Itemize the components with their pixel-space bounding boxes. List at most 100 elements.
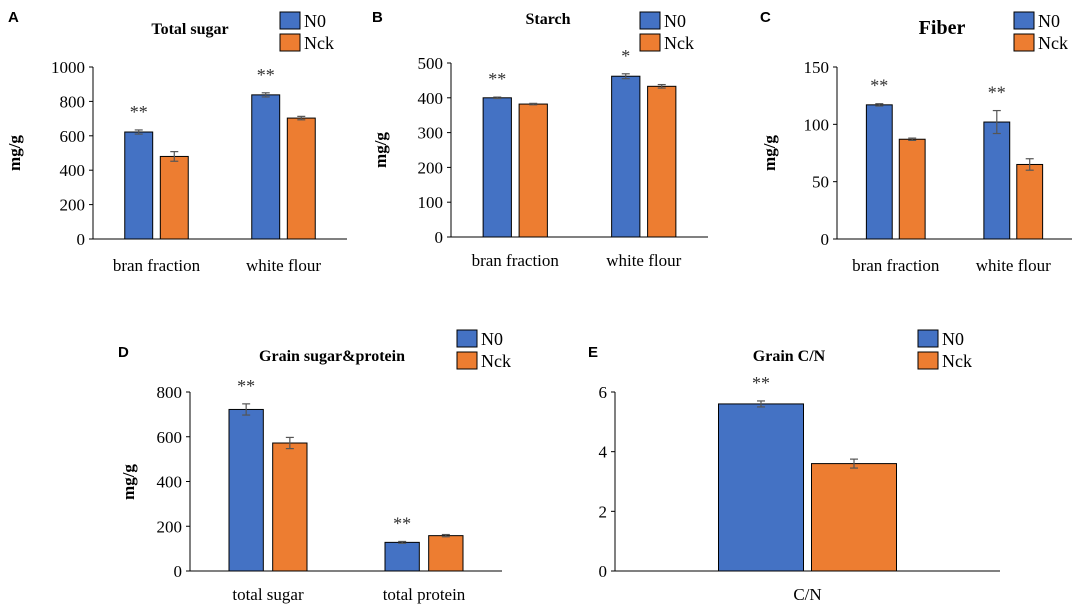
x-category-label: bran fraction bbox=[113, 256, 201, 275]
bar-n0 bbox=[228, 408, 264, 572]
bar-n0 bbox=[384, 541, 420, 572]
chart-panel-d: D Grain sugar&protein mg/g 0 200 400 600 800 tot… bbox=[118, 329, 511, 604]
bar-nck bbox=[518, 103, 548, 238]
error-bar bbox=[398, 540, 407, 544]
y-axis-label: mg/g bbox=[760, 135, 779, 171]
chart-title: Grain C/N bbox=[753, 348, 826, 365]
panel-label: B bbox=[372, 9, 383, 26]
error-bar bbox=[850, 458, 858, 469]
significance-annotation: ** bbox=[237, 376, 255, 396]
legend-swatch-n0 bbox=[1013, 11, 1035, 30]
legend-swatch-nck bbox=[639, 33, 661, 52]
bar-nck bbox=[647, 85, 677, 238]
bar-n0 bbox=[251, 94, 281, 240]
bar-nck bbox=[272, 442, 308, 572]
y-tick-label: 0 bbox=[174, 562, 183, 581]
y-tick-label: 50 bbox=[812, 173, 829, 192]
y-tick-label: 600 bbox=[60, 127, 86, 146]
chart-panel-c: C Fiber mg/g 0 50 100 150 bran fraction white fl… bbox=[760, 9, 1072, 275]
chart-title: Starch bbox=[525, 11, 570, 28]
error-bar bbox=[1025, 158, 1034, 171]
legend-swatch-n0 bbox=[456, 329, 478, 348]
bar-nck bbox=[159, 155, 189, 240]
y-tick-label: 200 bbox=[418, 158, 444, 177]
y-tick-label: 800 bbox=[60, 92, 86, 111]
chart-title: Grain sugar&protein bbox=[259, 348, 405, 365]
bar-n0 bbox=[983, 121, 1011, 240]
error-bar bbox=[992, 109, 1001, 135]
y-tick-label: 1000 bbox=[51, 58, 85, 77]
significance-annotation: ** bbox=[752, 373, 770, 393]
y-tick-label: 200 bbox=[60, 196, 86, 215]
legend-label: Nck bbox=[481, 351, 511, 371]
panel-label: E bbox=[588, 344, 598, 361]
error-bar bbox=[493, 96, 502, 100]
x-category-label: bran fraction bbox=[852, 256, 940, 275]
y-tick-label: 500 bbox=[418, 54, 444, 73]
x-category-label: white flour bbox=[246, 256, 321, 275]
legend-label: N0 bbox=[664, 11, 686, 31]
bar-nck bbox=[428, 535, 464, 572]
panel-label: A bbox=[8, 9, 19, 26]
error-bar bbox=[757, 400, 765, 408]
legend-label: Nck bbox=[664, 33, 694, 53]
error-bar bbox=[908, 137, 917, 141]
error-bar bbox=[657, 83, 666, 89]
significance-annotation: ** bbox=[393, 513, 411, 533]
x-category-label: bran fraction bbox=[472, 251, 560, 270]
legend-label: Nck bbox=[942, 351, 972, 371]
error-bar bbox=[261, 92, 270, 98]
bar-n0 bbox=[865, 104, 893, 240]
bar-nck bbox=[1016, 163, 1044, 240]
bar-nck bbox=[898, 138, 926, 240]
legend-label: Nck bbox=[1038, 33, 1068, 53]
error-bar bbox=[297, 115, 306, 121]
x-category-label: total protein bbox=[383, 585, 466, 604]
error-bar bbox=[441, 533, 450, 538]
y-tick-label: 400 bbox=[157, 473, 183, 492]
significance-annotation: * bbox=[621, 46, 630, 66]
y-axis-label: mg/g bbox=[371, 132, 390, 168]
y-tick-label: 100 bbox=[418, 193, 444, 212]
panel-label: C bbox=[760, 9, 771, 26]
significance-annotation: ** bbox=[488, 69, 506, 89]
bar-n0 bbox=[718, 403, 804, 572]
legend-swatch-nck bbox=[917, 351, 939, 370]
legend-label: Nck bbox=[304, 33, 334, 53]
y-tick-label: 4 bbox=[599, 443, 608, 462]
y-tick-label: 200 bbox=[157, 517, 183, 536]
y-tick-label: 400 bbox=[418, 89, 444, 108]
legend-label: N0 bbox=[481, 329, 503, 349]
bar-nck bbox=[286, 117, 316, 240]
y-tick-label: 600 bbox=[157, 428, 183, 447]
legend-swatch-nck bbox=[456, 351, 478, 370]
legend-swatch-n0 bbox=[639, 11, 661, 30]
y-tick-label: 0 bbox=[77, 230, 86, 249]
y-tick-label: 100 bbox=[804, 115, 830, 134]
error-bar bbox=[621, 73, 630, 80]
y-tick-label: 2 bbox=[599, 502, 608, 521]
error-bar bbox=[875, 103, 884, 107]
legend-label: N0 bbox=[304, 11, 326, 31]
significance-annotation: ** bbox=[988, 83, 1006, 103]
y-tick-label: 6 bbox=[599, 383, 608, 402]
y-tick-label: 400 bbox=[60, 161, 86, 180]
chart-title: Total sugar bbox=[151, 21, 228, 38]
y-axis-label: mg/g bbox=[119, 464, 138, 500]
panel-label: D bbox=[118, 344, 129, 361]
error-bar bbox=[170, 151, 179, 162]
chart-title: Fiber bbox=[919, 17, 966, 39]
legend-swatch-nck bbox=[279, 33, 301, 52]
significance-annotation: ** bbox=[130, 102, 148, 122]
y-tick-label: 150 bbox=[804, 58, 830, 77]
y-tick-label: 0 bbox=[435, 228, 444, 247]
significance-annotation: ** bbox=[257, 65, 275, 85]
legend-swatch-n0 bbox=[279, 11, 301, 30]
error-bar bbox=[529, 102, 538, 106]
y-tick-label: 800 bbox=[157, 383, 183, 402]
x-category-label: C/N bbox=[793, 585, 821, 604]
y-tick-label: 300 bbox=[418, 124, 444, 143]
legend-swatch-n0 bbox=[917, 329, 939, 348]
